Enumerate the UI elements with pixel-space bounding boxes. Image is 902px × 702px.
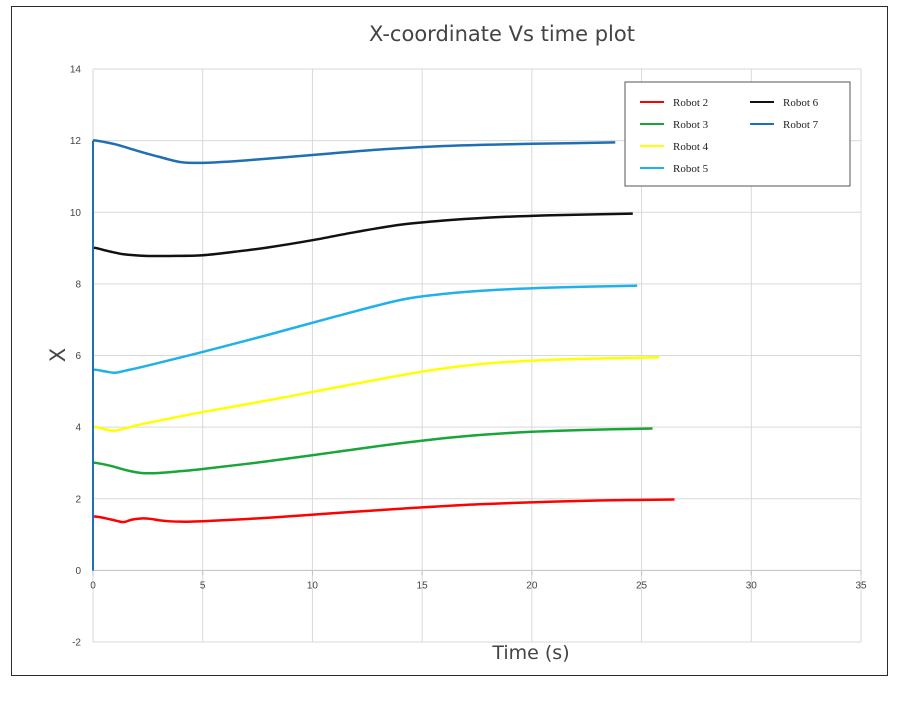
y-tick-label: 12 — [70, 136, 82, 147]
x-tick-label: 30 — [746, 580, 758, 591]
legend-label-robot-7: Robot 7 — [783, 119, 819, 131]
robot-4-line — [92, 356, 660, 433]
robot-5-line — [92, 284, 638, 374]
x-tick-label: 35 — [855, 580, 867, 591]
x-tick-label: 15 — [417, 580, 429, 591]
legend-label-robot-3: Robot 3 — [673, 119, 709, 131]
legend-label-robot-5: Robot 5 — [673, 163, 709, 175]
x-tick-label: 0 — [90, 580, 96, 591]
y-tick-label: -2 — [72, 638, 81, 649]
robot-6-line — [92, 212, 633, 258]
series-lines — [92, 139, 675, 571]
robot-2-line — [92, 498, 675, 524]
y-tick-label: 4 — [75, 423, 81, 434]
x-tick-label: 20 — [526, 580, 538, 591]
tick-labels: -2 0 2 4 6 8 10 12 14 0 5 10 15 20 25 30 35 — [70, 65, 867, 649]
legend: Robot 2 Robot 3 Robot 4 Robot 5 Robot 6 Robot… — [624, 81, 851, 187]
chart-title: X-coordinate Vs time plot — [369, 22, 635, 46]
x-axis-title: Time (s) — [491, 642, 569, 664]
y-tick-label: 2 — [75, 494, 81, 505]
y-axis-title: X — [46, 348, 70, 362]
x-tick-label: 10 — [307, 580, 319, 591]
legend-label-robot-6: Robot 6 — [783, 97, 819, 109]
y-tick-label: 14 — [70, 65, 82, 76]
x-tick-label: 5 — [200, 580, 206, 591]
legend-label-robot-4: Robot 4 — [673, 141, 709, 153]
legend-label-robot-2: Robot 2 — [673, 97, 708, 109]
y-tick-label: 8 — [75, 279, 81, 290]
x-coordinate-line-chart: -2 0 2 4 6 8 10 12 14 0 5 10 15 20 25 30 35 X-coordinate… — [12, 7, 887, 675]
robot-7-line — [92, 139, 616, 165]
chart-frame: -2 0 2 4 6 8 10 12 14 0 5 10 15 20 25 30 35 X-coordinate… — [11, 6, 888, 676]
y-tick-label: 0 — [75, 566, 81, 577]
robot-3-line — [92, 427, 653, 475]
x-tick-label: 25 — [636, 580, 648, 591]
y-tick-label: 6 — [75, 351, 81, 362]
y-tick-label: 10 — [70, 208, 82, 219]
